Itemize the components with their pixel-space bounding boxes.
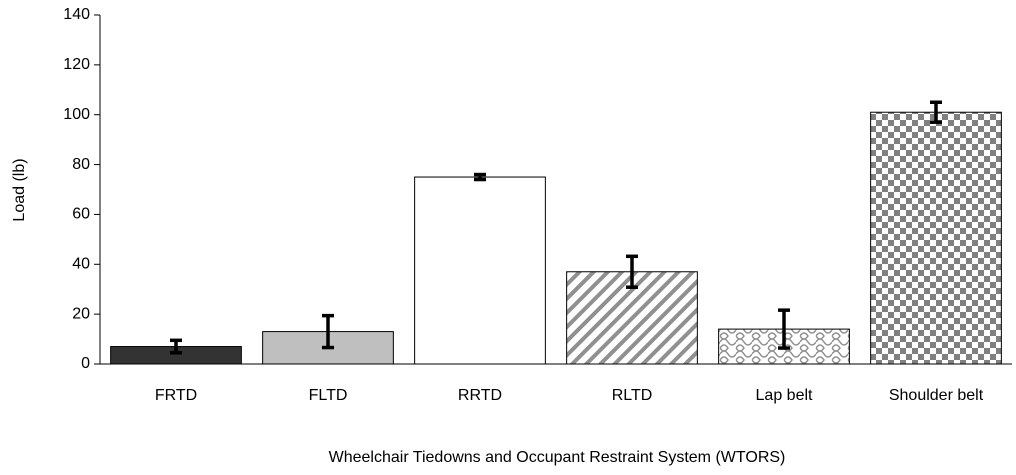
error-bar <box>930 100 942 124</box>
error-bar <box>474 172 486 182</box>
x-tick-label: RLTD <box>612 387 653 404</box>
x-tick-label: Lap belt <box>756 387 813 404</box>
x-tick-label: FLTD <box>309 387 348 404</box>
y-tick-label: 140 <box>63 6 90 23</box>
x-tick-label: FRTD <box>155 387 197 404</box>
x-tick-label: RRTD <box>458 387 502 404</box>
error-bar <box>170 338 182 355</box>
error-bar <box>322 313 334 350</box>
x-axis-label: Wheelchair Tiedowns and Occupant Restrai… <box>329 449 786 466</box>
bar <box>870 111 1002 365</box>
y-tick-label: 20 <box>72 305 90 322</box>
y-tick-label: 80 <box>72 156 90 173</box>
bar <box>414 176 546 365</box>
y-axis-label: Load (lb) <box>11 158 28 221</box>
y-tick-label: 0 <box>81 355 90 372</box>
y-tick-label: 60 <box>72 206 90 223</box>
y-tick-label: 40 <box>72 256 90 273</box>
error-bar <box>626 254 638 289</box>
error-bar <box>778 308 790 350</box>
y-tick-label: 100 <box>63 106 90 123</box>
y-tick-label: 120 <box>63 56 90 73</box>
x-tick-label: Shoulder belt <box>889 387 984 404</box>
